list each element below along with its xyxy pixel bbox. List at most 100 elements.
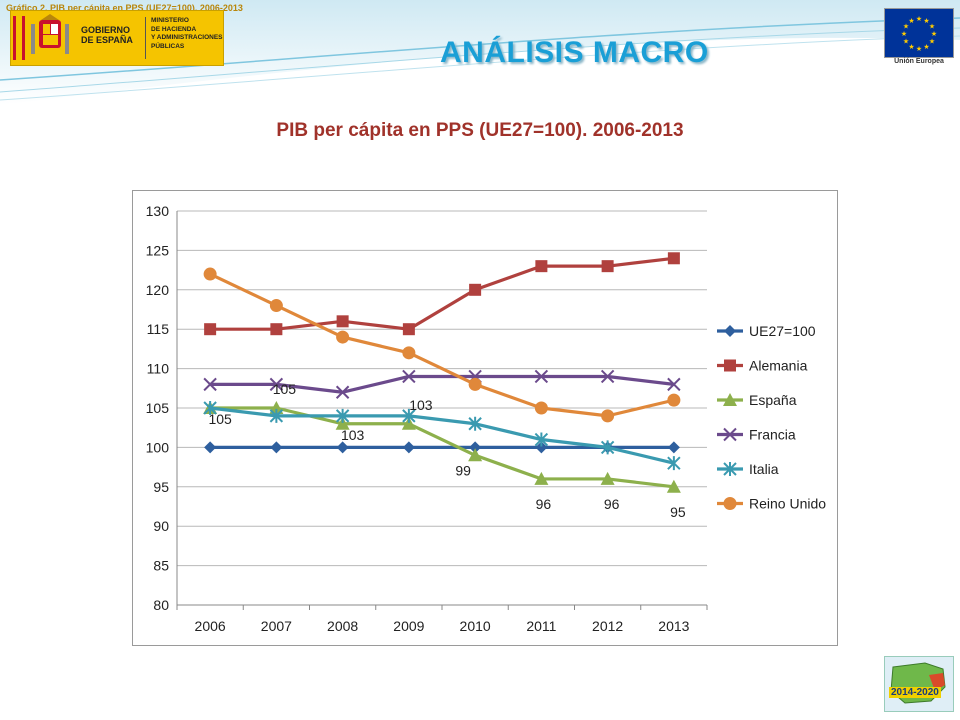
data-point (270, 323, 283, 336)
legend-label: Italia (749, 461, 779, 477)
data-point (600, 440, 615, 455)
series-line (209, 406, 675, 465)
series-italia (203, 401, 681, 471)
chart-frame: 80 85 90 95 100 105 110 115 120 125 130 2006 2007 200… (132, 190, 838, 646)
eu-star: ★ (929, 38, 935, 46)
legend-entry: Reino Unido (717, 496, 826, 512)
series-alemania (204, 252, 680, 336)
data-label: 99 (455, 462, 471, 478)
data-point (270, 441, 283, 454)
x-tick-label: 2008 (327, 618, 358, 634)
eu-star: ★ (916, 15, 922, 23)
data-point (535, 441, 548, 454)
logo-divider (145, 17, 146, 59)
line-chart: 80 85 90 95 100 105 110 115 120 125 130 2006 2007 200… (146, 203, 827, 634)
data-point (269, 299, 283, 313)
data-label: 103 (341, 427, 365, 443)
eu-star: ★ (929, 23, 935, 31)
data-point (601, 409, 615, 423)
data-point (203, 377, 217, 392)
program-badge: 2014-2020 (884, 656, 954, 712)
x-tick-label: 2010 (460, 618, 491, 634)
legend-label: UE27=100 (749, 323, 816, 339)
x-tick-label: 2013 (658, 618, 689, 634)
series-line (210, 406, 675, 489)
legend-label: Alemania (749, 358, 808, 374)
data-point (724, 325, 736, 337)
data-point (336, 330, 350, 344)
data-point (335, 385, 350, 399)
gobierno-logo: GOBIERNO DE ESPAÑA MINISTERIO DE HACIEND… (10, 10, 224, 66)
data-label: 103 (409, 397, 433, 413)
badge-text: 2014-2020 (889, 687, 941, 698)
data-point (534, 432, 549, 447)
legend-entry: Alemania (717, 358, 808, 374)
data-label: 96 (604, 496, 620, 512)
data-point (534, 401, 548, 415)
data-point (203, 401, 217, 415)
series-line (209, 272, 675, 418)
data-point (402, 323, 415, 336)
eu-star: ★ (903, 38, 909, 46)
data-point (667, 377, 681, 392)
data-point (723, 462, 737, 476)
eu-star: ★ (908, 17, 914, 25)
data-point (723, 393, 737, 406)
data-point (667, 456, 681, 471)
data-point (667, 252, 680, 265)
x-tick-label: 2007 (261, 618, 292, 634)
eu-star: ★ (916, 45, 922, 53)
legend-entry: UE27=100 (717, 323, 816, 339)
map-icon (890, 662, 946, 704)
x-tick-label: 2012 (592, 618, 623, 634)
y-tick-label: 105 (146, 400, 170, 416)
header-background (0, 0, 960, 105)
y-tick-label: 100 (146, 439, 170, 455)
data-point (601, 260, 614, 273)
data-point (204, 441, 217, 454)
y-tick-label: 120 (146, 282, 170, 298)
x-tick-label: 2006 (195, 618, 226, 634)
data-label: 105 (273, 381, 297, 397)
y-tick-label: 95 (153, 479, 169, 495)
data-point (667, 441, 680, 454)
gobierno-text: GOBIERNO (81, 25, 131, 35)
eu-star: ★ (923, 43, 929, 51)
espana-text: DE ESPAÑA (81, 35, 133, 45)
data-point (534, 369, 549, 384)
legend-label: España (749, 392, 797, 408)
y-tick-label: 115 (147, 321, 170, 337)
slide-caption: Gráfico 2. PIB per cápita en PPS (UE27=1… (6, 3, 243, 13)
data-point (469, 283, 482, 296)
data-point (269, 408, 284, 423)
eu-star: ★ (901, 30, 907, 38)
data-point (204, 323, 217, 336)
data-point (269, 377, 284, 392)
chart-title: PIB per cápita en PPS (UE27=100). 2006-2… (276, 120, 684, 141)
y-tick-label: 90 (153, 518, 169, 534)
data-point (402, 441, 415, 454)
legend-label: Reino Unido (749, 496, 826, 512)
x-tick-label: 2009 (393, 618, 424, 634)
y-tick-label: 80 (153, 597, 169, 613)
series-francia (203, 369, 681, 399)
data-point (203, 267, 217, 281)
data-point (336, 441, 349, 454)
y-tick-label: 130 (146, 203, 170, 219)
eu-star: ★ (903, 23, 909, 31)
data-point (535, 260, 548, 273)
data-label: 95 (670, 504, 686, 520)
series-line (210, 256, 675, 331)
eu-star: ★ (931, 30, 937, 38)
data-point (468, 416, 482, 431)
data-point (336, 315, 349, 328)
data-point (402, 408, 416, 423)
data-point (401, 416, 416, 430)
data-label: 105 (208, 411, 232, 427)
data-point (723, 427, 737, 442)
data-point (335, 416, 350, 430)
eu-star: ★ (908, 43, 914, 51)
eu-star: ★ (923, 17, 929, 25)
legend-entry: Francia (717, 427, 796, 443)
data-point (402, 369, 416, 384)
